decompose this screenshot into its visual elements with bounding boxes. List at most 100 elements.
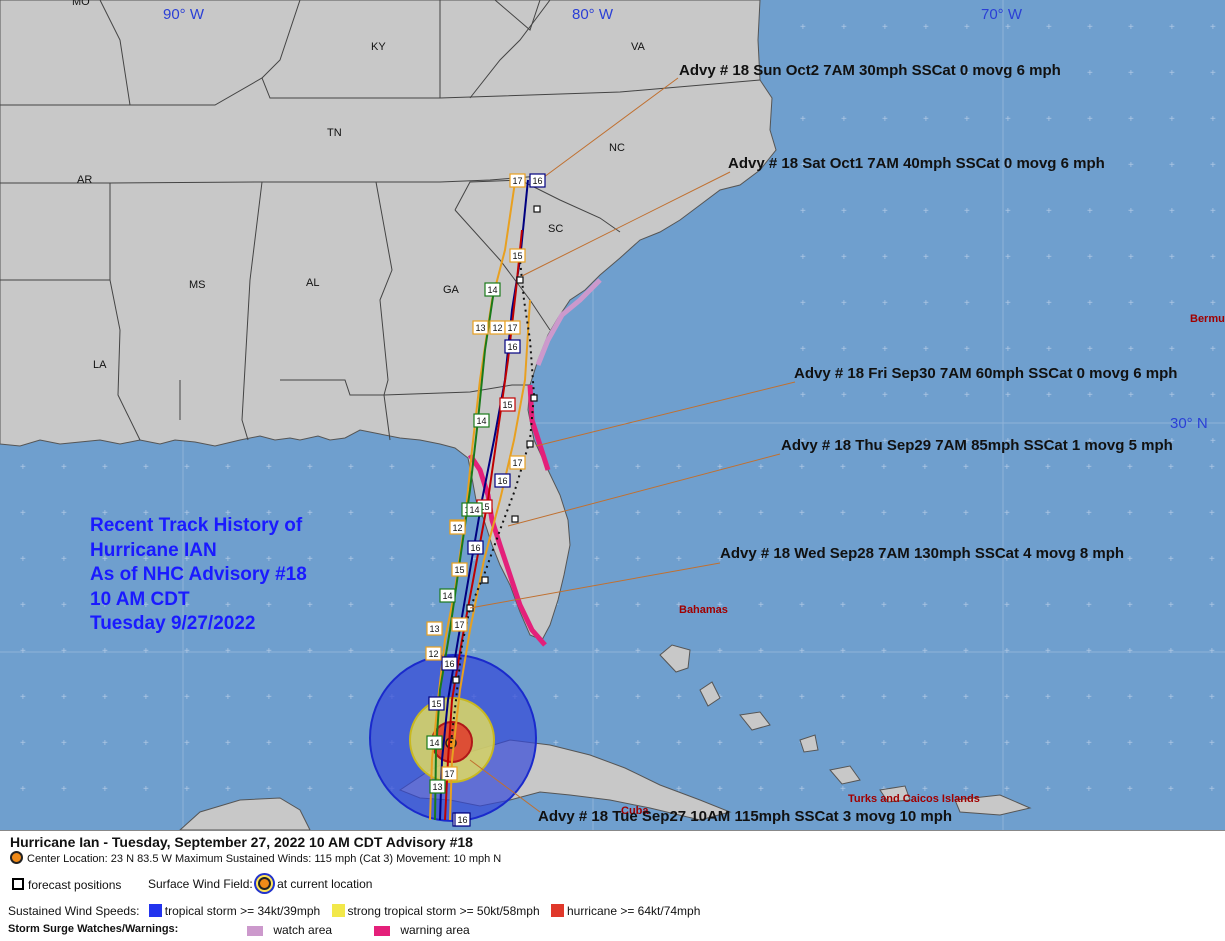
grid-cross: + [348,600,354,611]
grid-cross: + [102,600,108,611]
grid-cross: + [800,436,806,447]
grid-cross: + [923,206,929,217]
mexico-land [179,797,311,830]
grid-cross: + [1168,784,1174,795]
region-label-bahamas: Bahamas [679,604,728,616]
grid-cross: + [1128,436,1134,447]
grid-cross: + [143,646,149,657]
grid-cross: + [800,344,806,355]
grid-cross: + [676,554,682,565]
grid-cross: + [882,114,888,125]
track-position-box [529,173,546,188]
grid-cross: + [1087,22,1093,33]
grid-cross: + [594,738,600,749]
track-position-label: 14 [429,738,439,748]
grid-cross: + [676,508,682,519]
grid-cross: + [184,508,190,519]
grid-cross: + [225,646,231,657]
grid-cross: + [1087,68,1093,79]
advisory-label-oct1: Advy # 18 Sat Oct1 7AM 40mph SSCat 0 mov… [728,155,1105,172]
grid-cross: + [1046,436,1052,447]
track-position-label: 12 [492,323,502,333]
grid-cross: + [1127,462,1133,473]
grid-cross: + [923,68,929,79]
grid-cross: + [348,784,354,795]
track-position-label: 16 [532,176,542,186]
forecast-positions-text: forecast positions [28,878,122,892]
grid-cross: + [266,646,272,657]
grid-cross: + [184,784,190,795]
grid-cross: + [1045,600,1051,611]
grid-cross: + [963,554,969,565]
grid-cross: + [1209,554,1215,565]
grid-cross: + [800,114,806,125]
grid-cross: + [840,600,846,611]
grid-cross: + [1086,738,1092,749]
grid-cross: + [841,160,847,171]
state-label-ky: KY [371,41,386,53]
grid-cross: + [841,114,847,125]
history-line-3: As of NHC Advisory #18 [90,564,307,585]
advisory-label-sep30: Advy # 18 Fri Sep30 7AM 60mph SSCat 0 mo… [794,365,1178,382]
wind-field-icon [258,877,272,890]
state-label-tn: TN [327,127,342,139]
state-label-mo: MO [72,0,90,8]
grid-cross: + [102,646,108,657]
grid-cross: + [102,508,108,519]
track-position-box [451,617,468,632]
grid-cross: + [143,738,149,749]
grid-crosses: + + + + + + + + + + + + + + + + + + + + + + + + + + + + + + + + + + + + + + + +… [20,22,1216,795]
grid-cross: + [1128,114,1134,125]
grid-cross: + [184,646,190,657]
grid-cross: + [20,784,26,795]
grid-cross: + [963,462,969,473]
grid-cross: + [840,508,846,519]
advisory-label-oct2: Advy # 18 Sun Oct2 7AM 30mph SSCat 0 mov… [679,62,1061,79]
grid-cross: + [266,784,272,795]
track-position-label: 15 [479,502,489,512]
grid-cross: + [882,344,888,355]
grid-cross: + [799,784,805,795]
grid-cross: + [143,600,149,611]
grid-cross: + [1210,206,1216,217]
grid-cross: + [1046,252,1052,263]
history-line-4: 10 AM CDT [90,588,190,610]
strong-tropical-storm-text: strong tropical storm >= 50kt/58mph [347,904,540,918]
state-label-sc: SC [548,223,564,235]
grid-cross: + [717,738,723,749]
legend-center-line: Center Location: 23 N 83.5 W Maximum Sus… [10,851,501,865]
grid-cross: + [61,646,67,657]
grid-cross: + [1127,508,1133,519]
track-position-box [509,173,526,188]
grid-cross: + [1128,22,1134,33]
grid-cross: + [266,692,272,703]
track-position-box [428,696,445,711]
grid-cross: + [553,462,559,473]
grid-cross: + [881,738,887,749]
grid-cross: + [1046,344,1052,355]
grid-cross: + [841,22,847,33]
grid-cross: + [1209,462,1215,473]
grid-cross: + [1128,206,1134,217]
grid-cross: + [61,600,67,611]
grid-cross: + [348,462,354,473]
state-label-la: LA [93,359,107,371]
history-line-2: Hurricane IAN [90,539,217,561]
grid-cross: + [717,600,723,611]
grid-cross: + [266,462,272,473]
grid-cross: + [1210,114,1216,125]
grid-cross: + [1169,22,1175,33]
grid-cross: + [1046,114,1052,125]
legend-watch: watch area [247,923,332,937]
center-location-icon [10,851,23,864]
grid-cross: + [1005,344,1011,355]
grid-cross: + [922,738,928,749]
grid-cross: + [1045,738,1051,749]
track-position-label: 17 [507,323,517,333]
grid-cross: + [102,462,108,473]
grid-cross: + [1004,692,1010,703]
grid-cross: + [676,462,682,473]
sustained-winds-label: Sustained Wind Speeds: [8,904,140,918]
grid-cross: + [800,68,806,79]
grid-cross: + [1004,600,1010,611]
